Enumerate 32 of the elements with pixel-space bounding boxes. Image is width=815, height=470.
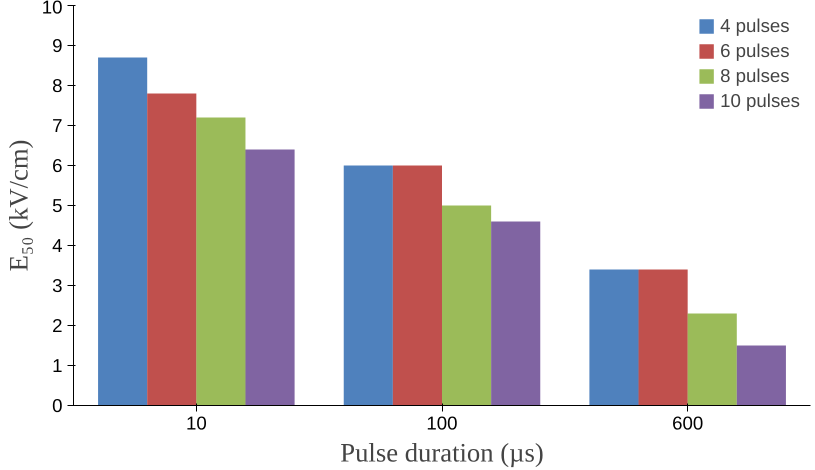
bar xyxy=(147,94,196,406)
y-tick-label: 7 xyxy=(52,115,63,136)
x-axis-title: Pulse duration (µs) xyxy=(340,438,544,468)
legend-label: 6 pulses xyxy=(720,40,790,62)
x-tick-label: 600 xyxy=(672,412,704,434)
x-tick-label: 100 xyxy=(426,412,458,434)
bar xyxy=(98,58,148,406)
y-tick-label: 4 xyxy=(52,235,63,256)
y-tick-label: 9 xyxy=(52,35,63,56)
bar xyxy=(736,346,786,406)
bar xyxy=(344,166,393,406)
bar xyxy=(638,270,688,406)
legend-label: 8 pulses xyxy=(720,65,790,87)
bar xyxy=(196,118,246,406)
bar xyxy=(392,166,442,406)
bar xyxy=(688,314,737,406)
y-tick-label: 0 xyxy=(52,395,63,416)
y-tick-label: 6 xyxy=(52,155,63,176)
legend-label: 10 pulses xyxy=(720,90,800,112)
y-tick-label: 3 xyxy=(52,275,63,296)
bar xyxy=(442,206,492,406)
bar xyxy=(245,150,295,406)
y-tick-label: 10 xyxy=(42,0,63,18)
x-tick-label: 10 xyxy=(186,412,207,434)
bar xyxy=(589,270,639,406)
legend-label: 4 pulses xyxy=(720,15,790,37)
y-axis-title: E₅₀ (kV/cm) xyxy=(4,140,34,272)
y-tick-label: 1 xyxy=(52,355,63,376)
y-tick-label: 5 xyxy=(52,195,63,216)
y-tick-label: 2 xyxy=(52,315,63,336)
y-tick-label: 8 xyxy=(52,75,63,96)
bar xyxy=(491,222,540,406)
